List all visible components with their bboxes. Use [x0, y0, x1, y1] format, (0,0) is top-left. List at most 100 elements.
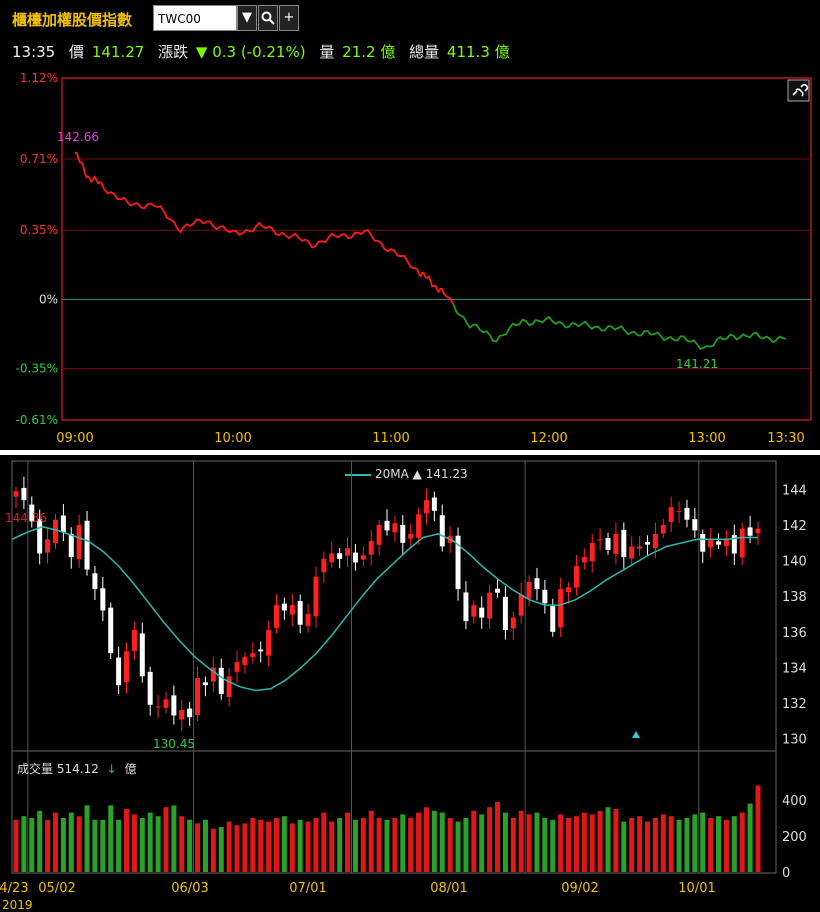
x-tick-label: 12:00	[530, 431, 567, 446]
candle-body	[384, 520, 390, 531]
candle-body	[187, 708, 193, 718]
ma20-line	[11, 526, 758, 692]
volume-bar	[305, 821, 311, 872]
candle-body	[629, 546, 635, 559]
candle-body	[368, 541, 374, 555]
volume-bar	[139, 818, 145, 872]
candle-body	[723, 539, 729, 547]
candle-body	[163, 699, 169, 708]
volume-legend-unit: 億	[124, 762, 137, 776]
y-tick-label: 0.71%	[20, 152, 58, 166]
title-bar: 櫃檯加權股價指數 TWC00 ▼ +	[0, 0, 820, 38]
date-tick-label: 08/01	[430, 881, 467, 896]
magnifier-icon[interactable]	[258, 5, 278, 31]
symbol-input[interactable]: TWC00	[153, 5, 237, 31]
volume-bar	[352, 819, 358, 872]
triangle-up-icon	[632, 731, 640, 738]
volume-bar	[60, 818, 66, 872]
y-tick-label: -0.35%	[16, 362, 58, 376]
candle-body	[60, 515, 66, 533]
volume-bar	[281, 816, 287, 872]
price-tick-label: 136	[782, 626, 807, 641]
candle-body	[45, 539, 51, 553]
index-title: 櫃檯加權股價指數	[12, 11, 133, 29]
volume-bar	[376, 818, 382, 872]
daily-chart: 144 142 140 138 136 134 132 130 400 200 0 4/23 05/02…	[0, 460, 807, 912]
candle-body	[400, 524, 406, 543]
volume-bar	[100, 819, 106, 872]
volume-bar	[423, 807, 429, 872]
volume-bar	[21, 816, 27, 872]
candle-body	[337, 553, 343, 559]
candle-body	[747, 527, 753, 536]
candle-body	[100, 588, 106, 611]
x-tick-label: 13:00	[688, 431, 725, 446]
date-tick-label: 09/02	[561, 881, 598, 896]
candle-body	[139, 633, 145, 677]
candle-body	[92, 573, 98, 590]
volume-tick-label: 200	[782, 830, 807, 845]
candle-body	[597, 539, 603, 541]
volume-bar	[700, 812, 706, 872]
volume-bar	[723, 819, 729, 872]
volume-bar	[416, 812, 422, 872]
candle-body	[313, 576, 319, 617]
x-tick-label: 11:00	[372, 431, 409, 446]
volume-label: 量	[319, 43, 335, 61]
y-tick-label: -0.61%	[16, 413, 58, 427]
plus-icon[interactable]: +	[279, 5, 299, 31]
y-tick-label: 0.35%	[20, 223, 58, 237]
total-volume-value: 411.3 億	[446, 43, 510, 61]
candle-body	[676, 510, 682, 512]
candle-body	[195, 678, 201, 716]
volume-bar	[384, 819, 390, 872]
link-icon[interactable]	[787, 79, 810, 102]
volume-bar	[534, 812, 540, 872]
volume-bar	[52, 812, 58, 872]
arrow-down-icon: ↓	[106, 762, 117, 776]
x-tick-label: 09:00	[56, 431, 93, 446]
volume-bar	[258, 819, 264, 872]
volume-bar	[471, 810, 477, 872]
volume-bar	[179, 816, 185, 872]
candle-body	[226, 676, 232, 698]
volume-bar	[108, 805, 114, 872]
volume-bar	[716, 816, 722, 872]
volume-bar	[613, 809, 619, 872]
price-tick-label: 134	[782, 661, 807, 676]
candle-body	[644, 542, 650, 545]
volume-bar	[447, 818, 453, 872]
intraday-high-label: 142.66	[57, 130, 99, 144]
candle-body	[502, 596, 508, 631]
x-tick-label: 13:30	[767, 431, 804, 446]
candle-body	[242, 656, 248, 665]
date-tick-label: 07/01	[289, 881, 326, 896]
change-value: ▼ 0.3 (-0.21%)	[195, 43, 306, 61]
candle-body	[573, 565, 579, 588]
candle-body	[495, 588, 501, 593]
date-tick-label: 10/01	[678, 881, 715, 896]
volume-bar	[345, 812, 351, 872]
volume-bar	[660, 814, 666, 872]
intraday-chart: 1.12% 0.71% 0.35% 0% -0.35% -0.61% 09:00 10:00 1…	[16, 71, 812, 446]
ma-legend: 20MA ▲ 141.23	[345, 467, 468, 481]
volume-bar	[68, 812, 74, 872]
volume-bar	[542, 818, 548, 872]
triangle-down-icon[interactable]: ▼	[237, 5, 257, 31]
candle-body	[179, 710, 185, 720]
volume-bar	[147, 812, 153, 872]
date-tick-label: 06/03	[171, 881, 208, 896]
volume-tick-label: 0	[782, 866, 790, 881]
candle-body	[305, 614, 311, 626]
volume-bar	[163, 807, 169, 872]
volume-bar	[455, 821, 461, 872]
volume-bar	[289, 823, 295, 872]
candle-body	[250, 653, 256, 658]
candle-body	[21, 487, 27, 501]
date-tick-label: 05/02	[38, 881, 75, 896]
candle-body	[210, 667, 216, 682]
candle-body	[613, 533, 619, 554]
volume-bar	[708, 818, 714, 872]
volume-bar	[739, 812, 745, 872]
volume-bar	[84, 805, 90, 872]
